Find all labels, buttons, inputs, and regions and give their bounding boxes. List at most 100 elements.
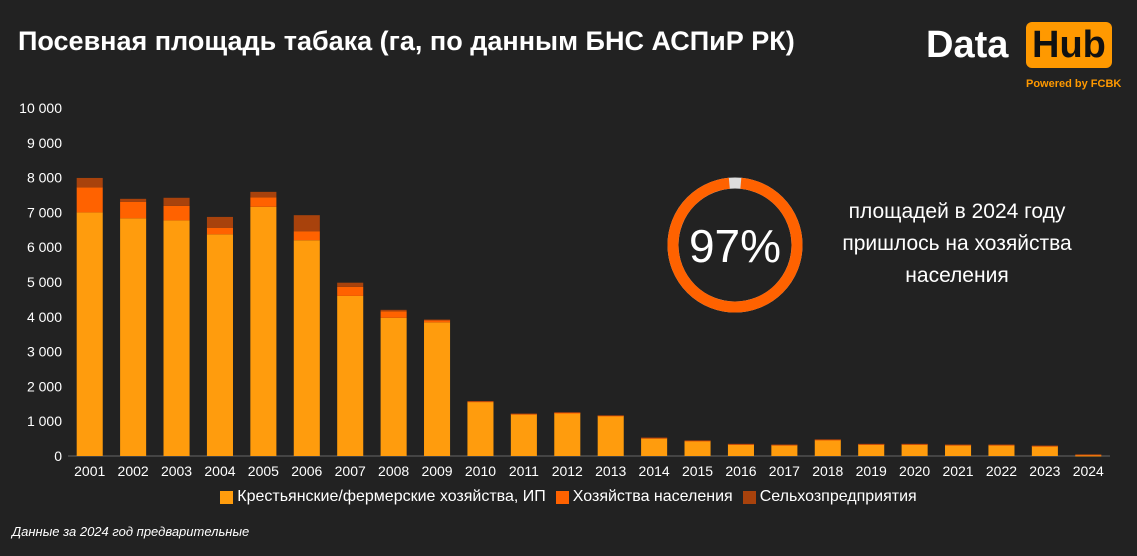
bar-2008-series-1	[380, 311, 407, 318]
x-axis: 2001 2002 2003 2004 2005 2006 2007 2008 2009 2010…	[74, 463, 1104, 479]
bar-2006-series-2	[293, 215, 320, 232]
x-tick-label: 2012	[552, 463, 583, 479]
bar-2014-series-0	[641, 438, 668, 456]
y-tick-label: 8 000	[27, 170, 62, 186]
bar-2021-series-0	[945, 445, 972, 456]
bar-2005-series-0	[250, 206, 277, 456]
x-tick-label: 2022	[986, 463, 1017, 479]
callout-text: площадей в 2024 году пришлось на хозяйст…	[842, 200, 1072, 287]
bar-2020-series-2	[901, 443, 928, 445]
x-tick-label: 2021	[942, 463, 973, 479]
bar-2003-series-0	[163, 220, 190, 456]
y-tick-label: 9 000	[27, 135, 62, 151]
chart-title: Посевная площадь табака (га, по данным Б…	[18, 26, 795, 56]
bar-2007-series-2	[337, 282, 364, 287]
bar-2021-series-2	[945, 444, 972, 446]
bar-2010-series-0	[467, 402, 494, 456]
legend-label-agri: Сельхозпредприятия	[759, 488, 917, 505]
y-tick-label: 1 000	[27, 413, 62, 429]
bar-2015-series-0	[684, 441, 711, 456]
bar-2012-series-2	[554, 412, 581, 413]
bar-2011-series-2	[510, 413, 537, 415]
x-tick-label: 2016	[725, 463, 756, 479]
bar-2016-series-0	[727, 444, 754, 456]
x-tick-label: 2017	[769, 463, 800, 479]
x-tick-label: 2013	[595, 463, 626, 479]
bar-2017-series-2	[771, 444, 798, 446]
bar-2012-series-1	[554, 412, 581, 414]
x-tick-label: 2011	[509, 463, 539, 479]
ring-progress	[667, 177, 803, 313]
bar-2008-series-0	[380, 317, 407, 456]
bar-2015-series-2	[684, 440, 711, 442]
bar-2001-series-0	[76, 212, 103, 456]
x-tick-label: 2006	[291, 463, 322, 479]
datahub-logo: Data Hub Powered by FCBK	[920, 20, 1122, 95]
x-tick-label: 2023	[1029, 463, 1060, 479]
bar-2019-series-2	[858, 443, 885, 445]
legend-swatch-farms	[220, 490, 234, 504]
bar-2008-series-2	[380, 309, 407, 312]
bar-2005-series-1	[250, 197, 277, 207]
bar-2009-series-1	[424, 320, 451, 323]
bar-2013-series-0	[597, 415, 624, 456]
y-axis: 0 1 000 2 000 3 000 4 000 5 000 6 000 7 000 8 00…	[19, 100, 1110, 464]
bar-2007-series-0	[337, 295, 364, 456]
bar-2009-series-0	[424, 322, 451, 456]
bar-2004-series-2	[206, 216, 233, 228]
bar-2002-series-1	[120, 201, 147, 219]
bar-2001-series-2	[76, 177, 103, 188]
legend-label-households: Хозяйства населения	[572, 488, 733, 505]
x-tick-label: 2002	[118, 463, 149, 479]
bar-2023-series-2	[1031, 445, 1058, 447]
bar-2003-series-1	[163, 205, 190, 221]
bar-2019-series-0	[858, 444, 885, 456]
footnote: Данные за 2024 год предварительные	[12, 524, 250, 539]
y-tick-label: 4 000	[27, 309, 62, 325]
bar-2001-series-1	[76, 187, 103, 213]
ring-percent-label: 97%	[689, 220, 781, 272]
y-tick-label: 0	[54, 448, 62, 464]
logo-powered-text: Powered by FCBK	[1026, 78, 1122, 90]
bar-2003-series-2	[163, 197, 190, 206]
bar-2004-series-1	[206, 227, 233, 235]
x-tick-label: 2008	[378, 463, 409, 479]
bar-2016-series-2	[727, 443, 754, 445]
y-tick-label: 6 000	[27, 239, 62, 255]
x-tick-label: 2001	[74, 463, 105, 479]
bar-2011-series-0	[510, 414, 537, 456]
logo-data-text: Data	[926, 24, 1009, 66]
x-tick-label: 2009	[421, 463, 452, 479]
bar-2002-series-0	[120, 218, 147, 456]
x-tick-label: 2024	[1073, 463, 1104, 479]
bar-2022-series-0	[988, 445, 1015, 456]
bar-2023-series-0	[1031, 446, 1058, 456]
x-tick-label: 2003	[161, 463, 192, 479]
bar-2010-series-2	[467, 401, 494, 402]
y-tick-label: 5 000	[27, 274, 62, 290]
x-tick-label: 2010	[465, 463, 496, 479]
legend-item-households: Хозяйства населения	[555, 488, 733, 506]
bar-2007-series-1	[337, 286, 364, 296]
x-tick-label: 2019	[856, 463, 887, 479]
bar-2004-series-0	[206, 234, 233, 456]
bars	[76, 177, 1102, 457]
bar-2006-series-0	[293, 240, 320, 456]
bar-2018-series-2	[814, 439, 841, 441]
bar-2018-series-0	[814, 440, 841, 456]
legend-item-farms: Крестьянские/фермерские хозяйства, ИП	[220, 488, 546, 506]
logo-hub-text: Hub	[1026, 22, 1112, 68]
y-tick-label: 3 000	[27, 344, 62, 360]
bar-2017-series-0	[771, 445, 798, 456]
x-tick-label: 2004	[204, 463, 235, 479]
bar-2002-series-2	[120, 198, 147, 202]
bar-2009-series-2	[424, 319, 451, 321]
y-tick-label: 10 000	[19, 100, 62, 116]
bar-2014-series-2	[641, 437, 668, 439]
x-tick-label: 2005	[248, 463, 279, 479]
bar-2020-series-0	[901, 444, 928, 456]
bar-2024-series-1	[1075, 454, 1102, 456]
legend-swatch-agri	[742, 490, 756, 504]
x-tick-label: 2014	[639, 463, 670, 479]
